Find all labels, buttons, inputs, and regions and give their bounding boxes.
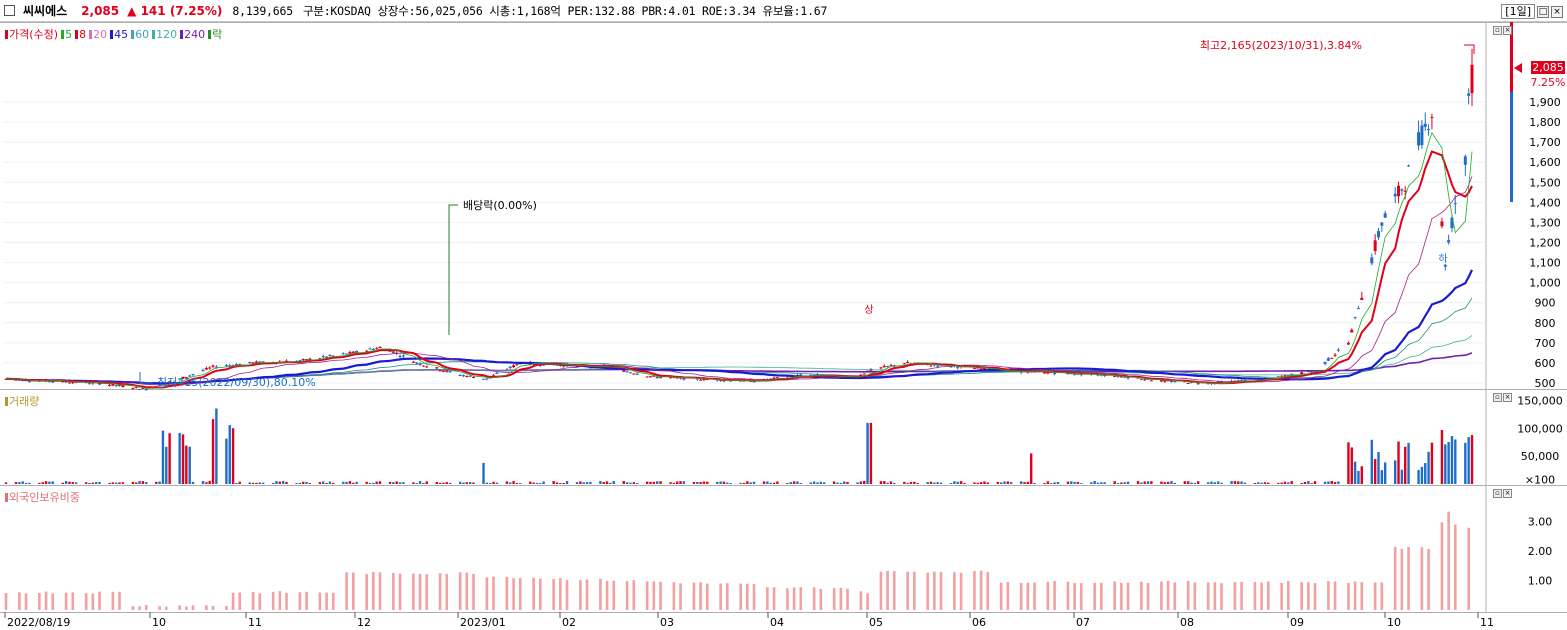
legend-mark-6 — [152, 30, 156, 39]
panel-maximize-icon[interactable]: ▫ — [1493, 489, 1502, 498]
panel-close-icon[interactable]: × — [1503, 393, 1512, 402]
legend-mark-5 — [131, 30, 135, 39]
stock-name: 씨씨에스 — [23, 4, 68, 18]
up-arrow-icon: ▲ — [127, 3, 137, 18]
volume-panel-controls: ▫ × — [1493, 393, 1512, 402]
volume-panel[interactable]: 거래량 ▫ × — [0, 389, 1567, 485]
select-checkbox[interactable] — [4, 5, 15, 16]
legend-item-7[interactable]: 240 — [184, 28, 206, 41]
volume-legend-mark — [5, 397, 8, 406]
legend-item-1[interactable]: 5 — [65, 28, 73, 41]
volume-legend: 거래량 — [5, 393, 40, 409]
close-icon[interactable]: × — [1551, 5, 1563, 18]
legend-mark-7 — [180, 30, 184, 39]
panel-close-icon[interactable]: × — [1503, 489, 1512, 498]
legend-item-8[interactable]: 락 — [212, 28, 223, 41]
legend-mark-0 — [5, 30, 8, 39]
panel-maximize-icon[interactable]: ▫ — [1493, 26, 1502, 35]
legend-mark-3 — [89, 30, 93, 39]
stock-header: 씨씨에스 2,085 ▲ 141 (7.25%) 8,139,665 구분:KO… — [0, 0, 1567, 22]
price-legend: 가격(수정) 5 8 20 45 60 120 240 락 — [5, 26, 225, 42]
foreign-panel-controls: ▫ × — [1493, 489, 1512, 498]
legend-item-2[interactable]: 8 — [79, 28, 87, 41]
price-change: ▲ 141 (7.25%) — [127, 4, 222, 18]
window-controls: [1일] □ × — [1501, 4, 1563, 19]
legend-item-5[interactable]: 60 — [135, 28, 150, 41]
foreign-legend: 외국인보유비중 — [5, 489, 81, 505]
foreign-legend-label: 외국인보유비중 — [9, 491, 80, 504]
price-panel[interactable]: 가격(수정) 5 8 20 45 60 120 240 락 ▫ × — [0, 22, 1567, 389]
panel-maximize-icon[interactable]: ▫ — [1493, 393, 1502, 402]
volume-value: 8,139,665 — [232, 3, 293, 18]
legend-mark-1 — [61, 30, 65, 39]
legend-item-6[interactable]: 120 — [156, 28, 178, 41]
current-price: 2,085 — [81, 3, 120, 18]
period-selector[interactable]: [1일] — [1501, 4, 1535, 19]
foreign-panel[interactable]: 외국인보유비중 ▫ × — [0, 485, 1567, 612]
foreign-legend-mark — [5, 493, 8, 502]
legend-item-0[interactable]: 가격(수정) — [9, 28, 59, 41]
panel-close-icon[interactable]: × — [1503, 26, 1512, 35]
volume-legend-label: 거래량 — [9, 395, 40, 408]
legend-item-4[interactable]: 45 — [114, 28, 129, 41]
x-axis — [0, 612, 1567, 630]
maximize-icon[interactable]: □ — [1537, 5, 1549, 18]
legend-mark-8 — [208, 30, 212, 39]
change-percent: (7.25%) — [169, 3, 223, 18]
legend-mark-4 — [110, 30, 114, 39]
legend-item-3[interactable]: 20 — [93, 28, 108, 41]
change-amount: 141 — [140, 3, 166, 18]
stock-info: 구분:KOSDAQ 상장수:56,025,056 시총:1,168억 PER:1… — [302, 3, 828, 18]
legend-mark-2 — [75, 30, 79, 39]
price-panel-controls: ▫ × — [1493, 26, 1512, 35]
